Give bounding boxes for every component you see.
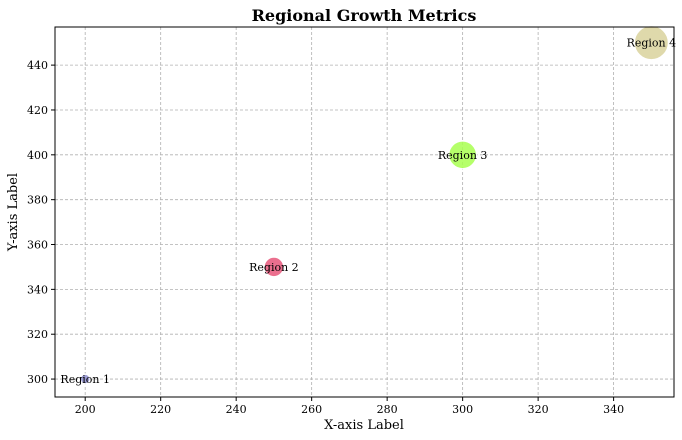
y-tick-label: 380	[27, 194, 48, 207]
y-tick-label: 320	[27, 328, 48, 341]
y-tick-label: 420	[27, 104, 48, 117]
x-tick-label: 300	[452, 403, 473, 416]
plot-area-frame	[54, 26, 675, 398]
data-point	[447, 140, 478, 170]
x-axis-label: X-axis Label	[324, 418, 404, 433]
data-point-label: Region 1	[60, 373, 110, 386]
x-tick-label: 340	[603, 403, 624, 416]
y-tick-label: 400	[27, 149, 48, 162]
x-axis-ticks: 200 220 240 260 280 300 320 340	[75, 397, 624, 416]
y-tick-label: 360	[27, 239, 48, 252]
data-point-label: Region 2	[249, 261, 299, 274]
grid-lines	[55, 27, 674, 397]
data-point	[633, 24, 670, 61]
y-tick-label: 300	[27, 373, 48, 386]
data-point-label: Region 3	[438, 149, 488, 162]
data-point-label: Region 4	[627, 37, 677, 50]
chart-title: Regional Growth Metrics	[252, 6, 477, 25]
point-labels: Region 1 Region 2 Region 3 Region 4	[60, 37, 676, 386]
x-tick-label: 240	[226, 403, 247, 416]
y-axis-label: Y-axis Label	[6, 173, 21, 252]
x-tick-label: 200	[75, 403, 96, 416]
data-points	[79, 24, 670, 385]
y-tick-label: 440	[27, 59, 48, 72]
data-point	[79, 373, 91, 385]
x-tick-label: 260	[301, 403, 322, 416]
y-tick-label: 340	[27, 283, 48, 296]
data-point	[263, 256, 285, 278]
x-tick-label: 280	[377, 403, 398, 416]
x-tick-label: 320	[528, 403, 549, 416]
x-tick-label: 220	[150, 403, 171, 416]
y-axis-ticks: 300 320 340 360 380 400 420 440	[27, 59, 55, 386]
